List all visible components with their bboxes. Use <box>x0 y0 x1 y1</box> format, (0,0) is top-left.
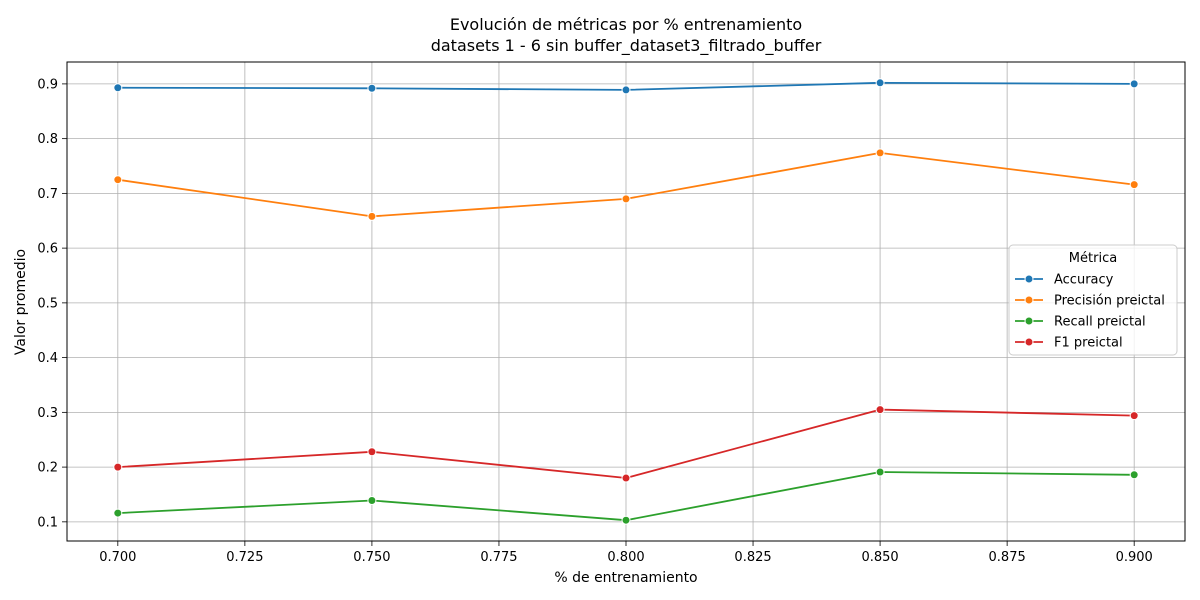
y-tick-label: 0.5 <box>37 296 58 311</box>
series-layer <box>113 78 1139 525</box>
data-point-recall-preictal <box>1129 470 1139 480</box>
y-tick-label: 0.4 <box>37 351 58 366</box>
legend-items: Accuracy Precisión preictal Recall preicta… <box>1015 273 1165 351</box>
data-point-precision-preictal <box>113 175 123 185</box>
y-axis-label: Valor promedio <box>13 249 29 355</box>
data-point-recall-preictal <box>367 495 377 505</box>
x-tick-label: 0.750 <box>353 550 390 565</box>
legend: Métrica Accuracy Precisión preictal Recall… <box>1008 244 1178 356</box>
data-point-recall-preictal <box>875 467 885 477</box>
legend-title: Métrica <box>1069 251 1117 266</box>
data-point-accuracy <box>1129 79 1139 89</box>
x-tick-label: 0.725 <box>226 550 263 565</box>
data-point-precision-preictal <box>367 211 377 221</box>
data-point-accuracy <box>875 78 885 88</box>
data-point-precision-preictal <box>621 194 631 204</box>
data-point-recall-preictal <box>621 515 631 525</box>
y-tick-label: 0.7 <box>37 187 58 202</box>
data-point-precision-preictal <box>875 148 885 158</box>
legend-label-accuracy: Accuracy <box>1054 273 1114 288</box>
series-accuracy <box>113 78 1139 95</box>
data-point-accuracy <box>113 83 123 93</box>
data-point-accuracy <box>621 85 631 95</box>
series-precision-preictal <box>113 148 1139 221</box>
x-tick-label: 0.825 <box>734 550 771 565</box>
legend-marker-precision-preictal <box>1024 295 1034 305</box>
chart-title: Evolución de métricas por % entrenamient… <box>450 15 802 34</box>
data-point-f1-preictal <box>1129 411 1139 421</box>
data-point-recall-preictal <box>113 508 123 518</box>
legend-label-precision-preictal: Precisión preictal <box>1054 294 1165 309</box>
data-point-f1-preictal <box>875 405 885 415</box>
y-tick-label: 0.3 <box>37 406 58 421</box>
data-point-f1-preictal <box>621 473 631 483</box>
legend-label-f1-preictal: F1 preictal <box>1054 336 1123 351</box>
y-tick-label: 0.9 <box>37 77 58 92</box>
x-tick-label: 0.800 <box>607 550 644 565</box>
data-point-f1-preictal <box>113 462 123 472</box>
data-point-precision-preictal <box>1129 180 1139 190</box>
x-tick-label: 0.900 <box>1116 550 1153 565</box>
grid <box>67 62 1185 541</box>
x-tick-label: 0.775 <box>480 550 517 565</box>
x-tick-label: 0.700 <box>99 550 136 565</box>
y-tick-label: 0.8 <box>37 132 58 147</box>
series-f1-preictal <box>113 405 1139 483</box>
x-tick-label: 0.850 <box>861 550 898 565</box>
x-tick-label: 0.875 <box>989 550 1026 565</box>
data-point-accuracy <box>367 83 377 93</box>
legend-label-recall-preictal: Recall preictal <box>1054 315 1146 330</box>
legend-box <box>1008 244 1178 356</box>
data-point-f1-preictal <box>367 447 377 457</box>
legend-marker-accuracy <box>1024 274 1034 284</box>
legend-marker-recall-preictal <box>1024 316 1034 326</box>
y-tick-label: 0.6 <box>37 242 58 257</box>
chart-subtitle: datasets 1 - 6 sin buffer_dataset3_filtr… <box>431 36 822 56</box>
series-recall-preictal <box>113 467 1139 525</box>
axis-ticks: 0.700 0.725 0.750 0.775 0.800 0.825 0.850 0.875… <box>37 77 1152 565</box>
y-tick-label: 0.1 <box>37 515 58 530</box>
legend-marker-f1-preictal <box>1024 337 1034 347</box>
x-axis-label: % de entrenamiento <box>554 570 697 586</box>
y-tick-label: 0.2 <box>37 461 58 476</box>
